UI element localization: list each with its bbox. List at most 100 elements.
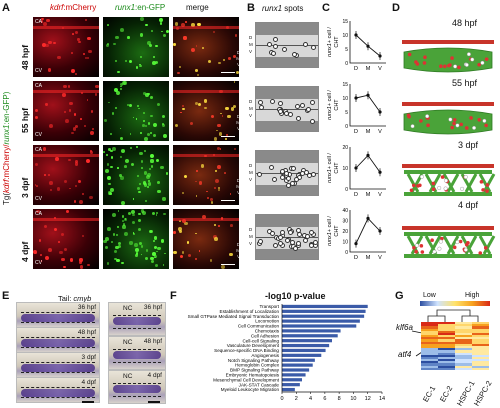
x-tick-label: 8: [338, 396, 341, 402]
micrograph-signal: [74, 162, 79, 166]
micrograph-signal: [57, 55, 61, 60]
micrograph-signal: [141, 124, 145, 128]
vessel-outline: [113, 383, 161, 385]
heatmap-cell: [455, 350, 473, 353]
micrograph-signal: [104, 119, 108, 123]
runx1-spot: [267, 41, 273, 47]
micrograph-signal: [43, 224, 47, 229]
y-tick-label: 5: [345, 47, 348, 53]
chart-axes: [349, 21, 386, 64]
micrograph-signal: [120, 176, 124, 180]
category-label: Angiogenesis: [251, 353, 279, 358]
micrograph-signal: [110, 149, 113, 153]
x-tick-label: M: [366, 192, 371, 198]
micrograph-signal: [199, 181, 203, 185]
heatmap-cell: [421, 332, 439, 336]
micrograph-signal: [114, 88, 118, 93]
bar: [282, 334, 338, 338]
micrograph-signal: [116, 70, 120, 74]
vessel-cell: [410, 124, 415, 129]
micrograph-signal: [108, 101, 110, 104]
micrograph-signal: [112, 146, 117, 151]
micrograph-signal: [138, 213, 141, 216]
axis-letter: M: [236, 248, 239, 253]
micrograph-signal: [147, 182, 152, 186]
vein-plexus: [403, 109, 493, 135]
data-point: [378, 110, 382, 114]
stage-label: 48 hpf: [77, 329, 96, 336]
runx1-spot: [313, 239, 319, 245]
panel-label-a: A: [2, 2, 10, 14]
micrograph-signal: [163, 134, 168, 138]
micrograph-signal: [153, 133, 157, 137]
heatmap-cell: [455, 359, 473, 362]
micrograph-signal: [162, 264, 165, 266]
hspc-cell: [420, 250, 425, 254]
micrograph-signal: [161, 123, 164, 126]
micrograph-signal: [155, 44, 158, 47]
micrograph-signal: [224, 172, 226, 174]
panel-a-row-label-55hpf: 55 hpf: [20, 107, 30, 133]
artery-bar: [402, 226, 494, 230]
micrograph-signal: [204, 106, 207, 110]
micrograph-signal: [53, 41, 56, 45]
heatmap-cell: [421, 335, 439, 338]
heatmap-cell: [472, 356, 490, 360]
x-tick-label: D: [354, 66, 358, 72]
ish-image-left-2: 48 hpf: [16, 327, 100, 353]
micrograph-signal: [115, 233, 119, 236]
heatmap-cell: [472, 343, 490, 347]
dmv-letter: V: [249, 177, 253, 182]
y-tick-label: 15: [342, 82, 348, 88]
bar: [282, 368, 310, 372]
scale-bar: [221, 135, 235, 137]
micrograph-signal: [74, 124, 79, 128]
y-axis-label-line2: CHT: [334, 225, 340, 237]
micrograph-signal: [162, 197, 166, 201]
micrograph-signal: [122, 219, 124, 222]
cmyb-stain: [113, 351, 161, 360]
dmv-letter: M: [249, 234, 253, 239]
micrograph-signal: [122, 225, 126, 229]
micrograph-signal: [47, 68, 52, 72]
heatmap-cell: [472, 332, 490, 336]
micrograph-signal: [86, 36, 91, 41]
micrograph-signal: [129, 103, 133, 107]
micrograph-signal: [78, 40, 82, 44]
micrograph-signal: [209, 259, 213, 262]
hspc-cell: [477, 62, 481, 67]
panel-a-header-kdrf: kdrf:mCherry: [50, 3, 97, 12]
heatmap-cell: [472, 352, 490, 355]
panel-d-label-3dpf: 3 dpf: [458, 140, 479, 150]
vessel-outline: [113, 327, 161, 329]
heatmap-cell: [472, 330, 490, 334]
label-ca: CA: [35, 211, 42, 217]
micrograph-signal: [195, 45, 198, 47]
panel-a-header-runx1: runx1:en-GFP: [115, 3, 166, 12]
vessel-outline: [21, 321, 95, 323]
vessel-outline: [21, 337, 95, 339]
dmv-letter: V: [249, 49, 253, 54]
micrograph-signal: [144, 124, 148, 128]
micrograph-signal: [118, 174, 122, 178]
micrograph-signal: [45, 43, 49, 47]
runx1-spot: [257, 100, 263, 106]
micrograph-signal: [129, 133, 132, 135]
category-label: JAK-STAT Cascade: [239, 382, 280, 387]
cmyb-stain: [21, 313, 95, 322]
axis-letter: M: [236, 184, 239, 189]
micrograph-signal: [217, 224, 221, 228]
micrograph-vessel: [33, 154, 99, 157]
micrograph-signal: [191, 23, 195, 27]
heatmap-cell: [472, 339, 490, 342]
micrograph-signal: [217, 123, 221, 128]
heatmap-cell: [438, 365, 456, 369]
micrograph-signal: [112, 42, 116, 46]
micrograph-signal: [235, 34, 238, 37]
micrograph-signal: [112, 233, 116, 236]
bar: [282, 304, 368, 309]
bar: [282, 348, 326, 353]
